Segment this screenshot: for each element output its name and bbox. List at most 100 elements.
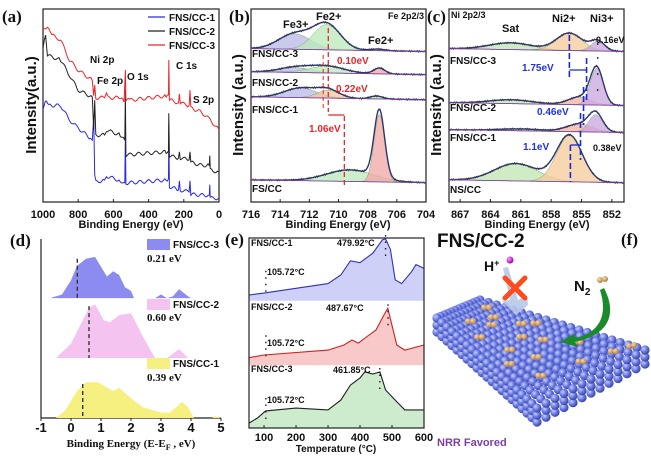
- sample-label-e-2: FNS/CC-2: [251, 302, 293, 312]
- panel-label-d: (d): [10, 231, 31, 250]
- lattice-atom: [606, 356, 616, 367]
- legend-swatch: [147, 358, 170, 369]
- low-label-e-3: 105.72°C: [267, 395, 305, 405]
- x-tick-label: 852: [603, 209, 621, 221]
- x-tick-label: 710: [329, 209, 347, 221]
- n2-adsorption-arrow: [560, 288, 611, 347]
- lattice-atom: [591, 343, 601, 353]
- annotation-ni2p: Ni 2p: [90, 55, 114, 66]
- n2-atom: [486, 304, 493, 311]
- baseline: [449, 129, 624, 133]
- x-tick-label: 100: [255, 432, 273, 444]
- n2-atom: [542, 336, 549, 343]
- x-tick-label: 861: [512, 209, 530, 221]
- x-tick-label: 708: [358, 209, 376, 221]
- lattice-atom: [532, 410, 542, 420]
- sample-label-c-3: FNS/CC-3: [450, 56, 497, 67]
- x-tick-label: 500: [383, 432, 401, 444]
- x-tick-label: 600: [415, 432, 433, 444]
- panel-label-c: (c): [427, 7, 446, 26]
- peak-label-fe2-low: Fe2+: [368, 35, 393, 47]
- spectrum-line-fnscc1: [42, 100, 220, 201]
- peak-label-ni3: Ni3+: [590, 13, 614, 25]
- tpd-area-fnscc1: [249, 238, 424, 301]
- lattice-atom: [541, 412, 551, 422]
- lattice-atom: [547, 339, 557, 349]
- lattice-atom: [599, 332, 609, 343]
- lattice-atom: [540, 342, 550, 353]
- shift-label-c-1: 0.16eV: [596, 35, 625, 45]
- shift-label-b-2: 0.22eV: [336, 84, 368, 95]
- dos-area-fnscc1: [41, 382, 221, 418]
- lattice-atom: [568, 391, 578, 401]
- legend-label-2: FNS/CC-2: [169, 27, 216, 38]
- shift-label-b-3: 1.06eV: [309, 124, 341, 135]
- x-axis-label-b: Binding Energy (eV): [285, 219, 390, 231]
- peak-label-fe3: Fe3+: [283, 19, 308, 31]
- x-axis-label-e: Temperature (°C): [296, 444, 377, 455]
- x-tick-label: 300: [319, 432, 337, 444]
- lattice-atom: [622, 369, 632, 379]
- panel-e: 100 200 300 400 500 600: [248, 234, 433, 444]
- x-axis-label-d: Binding Energy (E-EF , eV): [67, 438, 196, 452]
- lattice-atom: [550, 393, 560, 403]
- lattice-atom: [595, 376, 605, 386]
- lattice-atom: [613, 373, 623, 384]
- spectrum-line-fnscc2: [42, 34, 220, 174]
- n2-atom: [530, 353, 537, 360]
- panel-a: 1000 800 600 400 200 0: [31, 8, 222, 221]
- x-tick-label: 706: [388, 209, 406, 221]
- lattice-atom: [541, 405, 551, 415]
- lattice-atom: [607, 335, 617, 345]
- legend-swatch: [147, 239, 170, 250]
- n2-atom: [479, 334, 485, 340]
- nrr-favored-caption: NRR Favored: [437, 437, 507, 449]
- lattice-atom: [631, 357, 641, 367]
- tpd-line: [248, 306, 425, 359]
- raw-spectrum: [448, 31, 625, 53]
- n2-atom: [491, 321, 498, 328]
- n2-atom: [520, 320, 527, 327]
- x-tick-label: 3: [157, 420, 164, 435]
- sample-label-b-fs: FS/CC: [252, 184, 282, 195]
- lattice-atom: [598, 353, 608, 364]
- x-tick-label: 1: [97, 420, 104, 435]
- lattice-atom: [532, 417, 542, 427]
- n2-atom: [631, 342, 637, 348]
- n2-atom: [535, 320, 542, 327]
- x-axis-label-a: Binding Energy (eV): [78, 219, 183, 231]
- panel-label-f: (f): [621, 230, 638, 249]
- panel-f-title: FNS/CC-2: [437, 231, 525, 252]
- baseline: [449, 48, 625, 52]
- lattice-atom: [568, 398, 578, 408]
- x-tick-label: 716: [242, 209, 260, 221]
- sample-label-b-1: FNS/CC-1: [252, 105, 299, 116]
- peak-label-fe2: Fe2+: [316, 11, 341, 23]
- lattice-atom: [590, 358, 600, 368]
- sample-label-b-2: FNS/CC-2: [252, 78, 299, 89]
- lattice-atom: [622, 355, 632, 365]
- n2-atom: [504, 346, 511, 353]
- x-tick-label: 864: [481, 209, 500, 221]
- panel-f: [432, 256, 650, 427]
- plot-frame: [42, 8, 220, 203]
- lattice-atom: [581, 362, 591, 373]
- n2-atom: [530, 320, 537, 327]
- tpd-line: [248, 371, 424, 424]
- x-tick-label: 712: [300, 209, 318, 221]
- lattice-atom: [640, 345, 650, 355]
- sample-label-c-ns: NS/CC: [450, 185, 481, 196]
- x-tick-label: 200: [287, 432, 305, 444]
- dos-area-fnscc3: [41, 256, 221, 299]
- lattice-atom: [604, 364, 614, 374]
- shift-label-c-2: 1.75eV: [522, 63, 554, 74]
- lattice-atom: [623, 347, 633, 357]
- lattice-atom: [591, 336, 601, 347]
- n2-atom: [508, 360, 515, 367]
- spectrum-line-fnscc3: [42, 26, 220, 131]
- shift-label-c-5: 0.38eV: [593, 143, 622, 153]
- x-tick-label: 5: [217, 420, 224, 435]
- x-axis-label-c: Binding Energy (eV): [484, 219, 589, 231]
- x-tick-label: 714: [271, 209, 290, 221]
